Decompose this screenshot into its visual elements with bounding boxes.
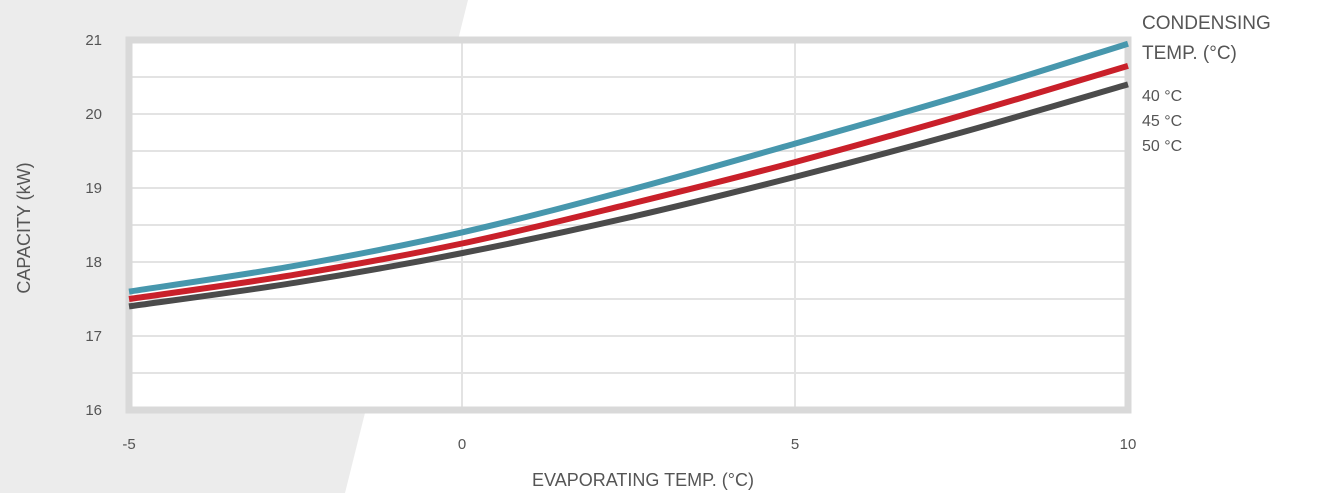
plot-frame: [125, 36, 1132, 414]
series-layer: [128, 40, 1129, 310]
y-axis-title: CAPACITY (kW): [14, 162, 34, 293]
grid-layer: [129, 40, 1128, 410]
y-tick-label: 20: [85, 106, 102, 123]
y-tick-label: 16: [85, 402, 102, 419]
series-line-2: [128, 63, 1129, 302]
legend-title-line-1: CONDENSING: [1142, 13, 1271, 34]
x-tick-label: 10: [1120, 436, 1137, 453]
legend-entries: 40 °C 45 °C 50 °C: [1142, 88, 1182, 155]
ticks-layer: 16 17 18 19 20 21 -5 0 5 10: [85, 32, 1136, 453]
legend-title-line-2: TEMP. (°C): [1142, 43, 1237, 64]
x-tick-label: 0: [458, 436, 466, 453]
legend-entry-3: 50 °C: [1142, 138, 1182, 155]
y-tick-label: 18: [85, 254, 102, 271]
series-line-1: [128, 40, 1129, 295]
x-tick-label: -5: [122, 436, 135, 453]
legend-entry-1: 40 °C: [1142, 88, 1182, 105]
legend: CONDENSING TEMP. (°C) 40 °C 45 °C 50 °C: [1142, 13, 1271, 155]
legend-entry-2: 45 °C: [1142, 113, 1182, 130]
y-tick-label: 21: [85, 32, 102, 49]
y-tick-label: 19: [85, 180, 102, 197]
series-line-3: [128, 81, 1129, 310]
x-axis-title: EVAPORATING TEMP. (°C): [532, 470, 754, 490]
x-tick-label: 5: [791, 436, 799, 453]
y-tick-label: 17: [85, 328, 102, 345]
